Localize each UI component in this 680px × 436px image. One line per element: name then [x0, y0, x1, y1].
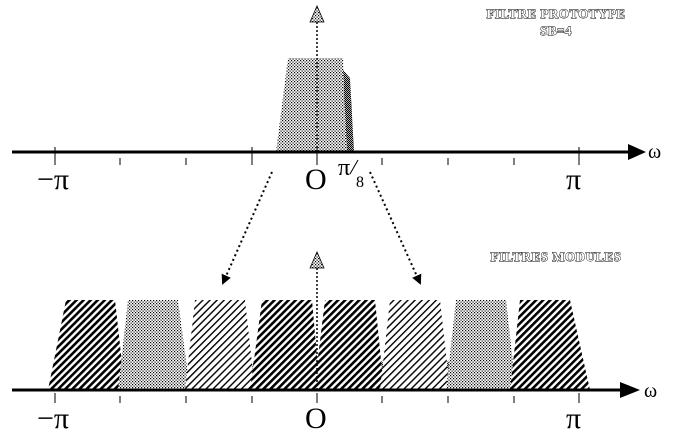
modulated-filter-band-4: [250, 300, 320, 390]
bottom-frequency-axis: [12, 382, 640, 398]
top-frequency-axis: [12, 144, 646, 160]
modulated-filter-band-7: [446, 300, 516, 390]
bottom-panel: ω −π O π FILTRES MODULES: [12, 249, 657, 435]
top-impulse-arrow: [309, 5, 325, 152]
bottom-panel-title: FILTRES MODULES: [491, 249, 622, 264]
prototype-filter-shape: [276, 58, 347, 152]
top-minus-pi-label: −π: [37, 163, 69, 196]
modulated-filter-band-6: [380, 300, 450, 390]
modulated-filter-band-2: [118, 300, 190, 390]
top-panel-title-line2: SB=4: [540, 23, 572, 38]
top-omega-label: ω: [648, 141, 661, 163]
bottom-pi-label: π: [566, 402, 581, 435]
top-panel: ω −π O π 8 π FILTRE PROTOTYPE SB=4: [12, 5, 661, 196]
top-origin-label: O: [305, 163, 327, 196]
modulation-arrows: [221, 171, 422, 285]
arrow-to-negative-band: [221, 171, 273, 285]
bottom-origin-label: O: [305, 402, 327, 435]
arrow-to-positive-band: [369, 171, 422, 285]
modulated-filter-band-1: [48, 300, 125, 390]
bottom-axis-ticks: [54, 393, 580, 403]
top-pi-label: π: [566, 163, 581, 196]
top-panel-title-line1: FILTRE PROTOTYPE: [486, 6, 625, 21]
top-pi-over-8-denominator: 8: [356, 174, 364, 191]
bottom-minus-pi-label: −π: [37, 402, 69, 435]
modulated-filter-band-3: [185, 300, 255, 390]
prototype-filter-edge: [343, 70, 354, 152]
top-axis-ticks: [54, 147, 580, 165]
modulated-filter-band-5: [314, 300, 384, 390]
modulated-filter-band-8: [510, 300, 590, 390]
top-pi-over-8-slash: [349, 159, 359, 175]
bottom-omega-label: ω: [644, 380, 657, 402]
top-pi-over-8-numerator: π: [338, 155, 350, 181]
bottom-impulse-arrow: [309, 251, 325, 390]
